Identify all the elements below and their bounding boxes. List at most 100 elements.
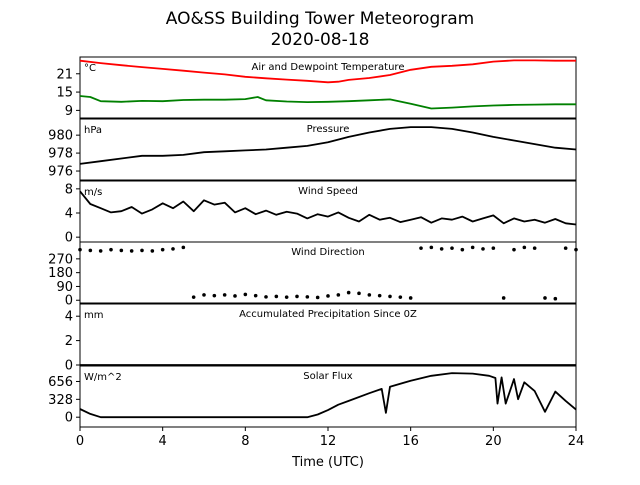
- wind-direction-point: [202, 293, 206, 297]
- panel-4: 0 2 4 mm Accumulated Precipitation Since 0Z: [65, 303, 577, 374]
- wind-direction-point: [222, 293, 227, 297]
- panel-title: Accumulated Precipitation Since 0Z: [239, 309, 417, 320]
- y-tick-label: 0: [65, 359, 73, 374]
- y-tick-label: 656: [48, 375, 73, 390]
- y-tick-label: 90: [56, 280, 73, 295]
- panel-unit-label: W/m^2: [84, 372, 122, 383]
- wind-direction-point: [419, 246, 423, 250]
- series-line-0-0: [79, 59, 576, 84]
- wind-direction-point: [367, 293, 372, 297]
- wind-direction-point: [563, 246, 568, 250]
- wind-direction-point: [377, 293, 382, 298]
- panel-unit-label: °C: [84, 63, 96, 74]
- wind-direction-point: [501, 296, 506, 300]
- wind-direction-point: [398, 295, 403, 299]
- wind-direction-point: [98, 249, 103, 253]
- wind-direction-point: [253, 293, 258, 298]
- wind-direction-point: [336, 293, 341, 297]
- series-line-5-0: [79, 372, 577, 419]
- panel-title: Pressure: [307, 124, 350, 135]
- wind-direction-point: [460, 247, 465, 252]
- wind-direction-point: [119, 248, 124, 253]
- wind-direction-point: [491, 246, 496, 250]
- x-tick-label: 0: [76, 434, 84, 449]
- y-tick-label: 4: [65, 207, 73, 222]
- wind-direction-point: [553, 296, 558, 301]
- y-tick-label: 0: [65, 294, 73, 309]
- wind-direction-point: [295, 294, 299, 299]
- y-tick-label: 180: [48, 266, 73, 281]
- wind-direction-point: [88, 248, 93, 253]
- x-tick-label: 4: [159, 434, 167, 449]
- wind-direction-point: [129, 249, 134, 253]
- wind-direction-point: [388, 294, 392, 299]
- y-tick-label: 976: [48, 165, 73, 180]
- wind-direction-point: [326, 294, 330, 298]
- y-tick-label: 21: [56, 67, 73, 82]
- panel-unit-label: hPa: [84, 125, 102, 136]
- wind-direction-point: [181, 245, 186, 250]
- figure-subtitle: 2020-08-18: [271, 30, 370, 50]
- panel-0: 9 15 21 °C Air and Dewpoint Temperature: [56, 56, 577, 119]
- x-tick-label: 20: [485, 434, 502, 449]
- x-tick-label: 8: [241, 434, 249, 449]
- wind-direction-point: [481, 247, 485, 251]
- wind-direction-point: [109, 247, 113, 252]
- y-tick-label: 270: [48, 252, 73, 267]
- y-tick-label: 0: [65, 411, 73, 426]
- panel-title: Solar Flux: [303, 371, 353, 382]
- panel-frame: [79, 56, 577, 119]
- x-tick-label: 16: [402, 434, 419, 449]
- y-tick-label: 9: [65, 104, 73, 119]
- wind-direction-point: [532, 246, 537, 250]
- wind-direction-point: [243, 292, 248, 297]
- y-tick-label: 15: [56, 86, 73, 101]
- panel-2: 0 4 8 m/s Wind Speed: [65, 180, 577, 246]
- panel-unit-label: mm: [84, 310, 103, 321]
- x-axis-label: Time (UTC): [291, 455, 364, 470]
- panel-title: Air and Dewpoint Temperature: [252, 62, 405, 73]
- panel-1: 976 978 980 hPa Pressure: [48, 118, 577, 181]
- y-tick-label: 978: [48, 147, 73, 162]
- x-tick-label: 24: [568, 434, 585, 449]
- x-tick-label: 12: [320, 434, 337, 449]
- wind-direction-point: [274, 294, 279, 299]
- y-tick-label: 0: [65, 231, 73, 246]
- y-tick-label: 328: [48, 393, 73, 408]
- wind-direction-point: [305, 295, 310, 299]
- wind-direction-point: [512, 247, 516, 252]
- wind-direction-point: [264, 295, 268, 299]
- wind-direction-point: [470, 245, 475, 250]
- wind-direction-point: [171, 247, 175, 251]
- series-line-2-0: [79, 190, 577, 226]
- wind-direction-point: [191, 295, 196, 299]
- figure-title: AO&SS Building Tower Meteorogram: [166, 9, 474, 29]
- wind-direction-point: [408, 296, 413, 300]
- wind-direction-point: [140, 248, 144, 253]
- wind-direction-point: [574, 247, 578, 252]
- y-tick-label: 8: [65, 182, 73, 197]
- series-line-0-1: [79, 95, 576, 110]
- y-tick-label: 980: [48, 129, 73, 144]
- wind-direction-point: [450, 246, 454, 250]
- wind-direction-point: [522, 245, 527, 250]
- wind-direction-point: [346, 290, 351, 295]
- y-tick-label: 2: [65, 334, 73, 349]
- y-tick-label: 4: [65, 310, 73, 325]
- wind-direction-point: [233, 294, 237, 298]
- x-axis: 0 4 8 12 16 20 24: [76, 427, 584, 449]
- panel-title: Wind Speed: [298, 186, 358, 197]
- wind-direction-point: [160, 247, 165, 252]
- panel-unit-label: m/s: [84, 187, 102, 198]
- wind-direction-point: [150, 249, 155, 253]
- wind-direction-point: [212, 293, 217, 298]
- series-line-1-0: [79, 126, 577, 165]
- wind-direction-point: [284, 295, 289, 299]
- wind-direction-point: [315, 295, 320, 300]
- wind-direction-point: [543, 296, 547, 300]
- wind-direction-point: [439, 247, 444, 251]
